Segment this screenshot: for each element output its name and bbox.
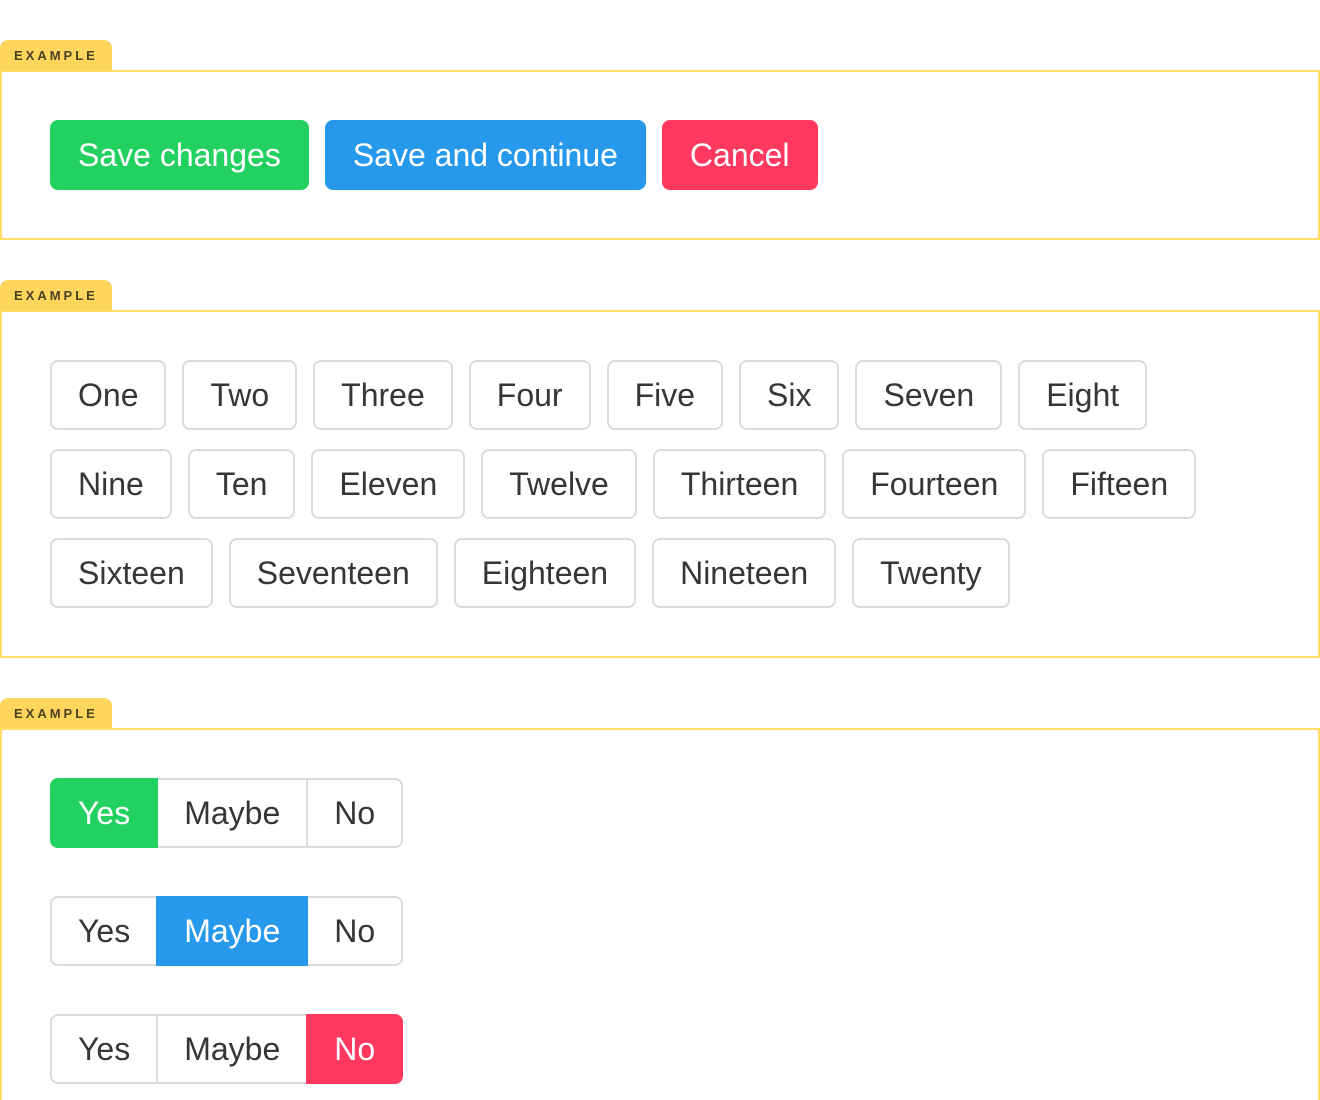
example-box: One Two Three Four Five Six Seven Eight …: [0, 310, 1320, 658]
action-buttons-row: Save changes Save and continue Cancel: [50, 120, 1270, 190]
example-box: Yes Maybe No Yes Maybe No Yes Maybe No: [0, 728, 1320, 1100]
button-group-no-selected: Yes Maybe No: [50, 1014, 404, 1084]
number-buttons-row: One Two Three Four Five Six Seven Eight …: [50, 360, 1270, 608]
button-nineteen[interactable]: Nineteen: [652, 538, 837, 608]
button-six[interactable]: Six: [739, 360, 840, 430]
example-section-button-groups: EXAMPLE Yes Maybe No Yes Maybe No Yes Ma…: [0, 698, 1320, 1100]
button-sixteen[interactable]: Sixteen: [50, 538, 213, 608]
group2-option-no[interactable]: No: [306, 896, 404, 966]
example-section-number-buttons: EXAMPLE One Two Three Four Five Six Seve…: [0, 280, 1320, 658]
button-twenty[interactable]: Twenty: [852, 538, 1010, 608]
example-label: EXAMPLE: [0, 40, 112, 70]
button-two[interactable]: Two: [182, 360, 298, 430]
button-five[interactable]: Five: [606, 360, 724, 430]
group3-option-no[interactable]: No: [306, 1014, 404, 1084]
button-eight[interactable]: Eight: [1018, 360, 1148, 430]
group3-option-maybe[interactable]: Maybe: [156, 1014, 309, 1084]
button-nine[interactable]: Nine: [50, 449, 172, 519]
group2-option-yes[interactable]: Yes: [50, 896, 159, 966]
example-label: EXAMPLE: [0, 698, 112, 728]
button-ten[interactable]: Ten: [187, 449, 296, 519]
button-seven[interactable]: Seven: [855, 360, 1003, 430]
button-twelve[interactable]: Twelve: [481, 449, 637, 519]
button-group-yes-selected: Yes Maybe No: [50, 778, 404, 848]
button-eighteen[interactable]: Eighteen: [453, 538, 637, 608]
button-eleven[interactable]: Eleven: [311, 449, 466, 519]
save-changes-button[interactable]: Save changes: [50, 120, 309, 190]
example-box: Save changes Save and continue Cancel: [0, 70, 1320, 240]
group1-option-yes[interactable]: Yes: [50, 778, 159, 848]
group1-option-maybe[interactable]: Maybe: [156, 778, 309, 848]
button-one[interactable]: One: [50, 360, 167, 430]
group1-option-no[interactable]: No: [306, 778, 404, 848]
button-fifteen[interactable]: Fifteen: [1042, 449, 1197, 519]
example-label: EXAMPLE: [0, 280, 112, 310]
example-section-actions: EXAMPLE Save changes Save and continue C…: [0, 40, 1320, 240]
save-and-continue-button[interactable]: Save and continue: [324, 120, 646, 190]
button-fourteen[interactable]: Fourteen: [842, 449, 1027, 519]
group3-option-yes[interactable]: Yes: [50, 1014, 159, 1084]
button-group-maybe-selected: Yes Maybe No: [50, 896, 404, 966]
button-thirteen[interactable]: Thirteen: [652, 449, 827, 519]
group2-option-maybe[interactable]: Maybe: [156, 896, 309, 966]
button-seventeen[interactable]: Seventeen: [228, 538, 438, 608]
button-four[interactable]: Four: [468, 360, 591, 430]
button-three[interactable]: Three: [313, 360, 453, 430]
cancel-button[interactable]: Cancel: [661, 120, 818, 190]
